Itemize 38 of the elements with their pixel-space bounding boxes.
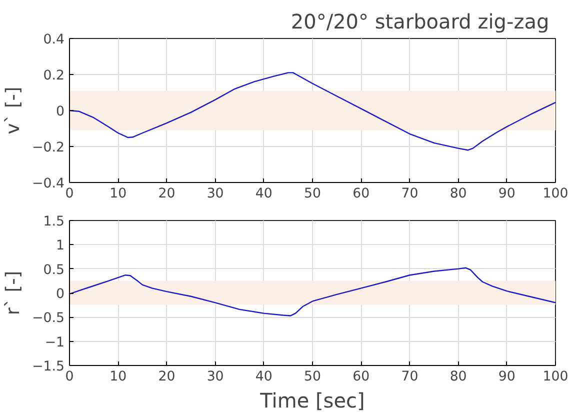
y-tick-label: 1.5 [43,214,65,230]
x-tick-label: 20 [158,186,176,202]
x-tick-label: 20 [158,370,176,384]
chart-title: 20°/20° starboard zig-zag [290,10,550,34]
y-tick-label: 0.2 [43,68,65,84]
y-tick-label: −0.2 [32,140,65,156]
x-axis-title: Time [sec] [259,388,365,412]
y-axis-title: r` [-] [3,270,24,316]
y-tick-label: 0.5 [43,262,65,278]
y-tick-label: 0 [56,287,65,302]
y-tick-label: 0.4 [43,32,65,48]
x-tick-label: 50 [304,370,321,384]
y-tick-label: −0.4 [32,176,65,192]
x-tick-label: 30 [206,186,224,202]
x-tick-label: 50 [304,186,321,202]
x-tick-label: 90 [498,370,516,384]
x-tick-label: 100 [542,186,568,202]
x-tick-label: 10 [110,370,127,384]
x-tick-label: 60 [352,370,370,384]
line-series [70,72,556,151]
y-tick-label: −1 [44,335,65,350]
x-tick-label: 40 [255,186,272,202]
y-tick-label: −0.5 [32,311,65,326]
x-tick-label: 70 [401,370,418,384]
x-tick-label: 80 [450,370,467,384]
x-tick-label: 10 [110,186,127,202]
x-tick-label: 100 [542,370,568,384]
x-tick-label: 60 [352,186,370,202]
y-axis-title: v` [-] [3,86,24,134]
x-tick-label: 40 [255,370,272,384]
y-tick-label: 0 [56,104,65,120]
x-tick-label: 80 [450,186,467,202]
x-tick-label: 30 [206,370,224,384]
x-tick-label: 90 [498,186,516,202]
y-tick-label: 1 [56,238,65,254]
x-tick-label: 70 [401,186,418,202]
line-series [70,267,556,316]
y-tick-label: −1.5 [32,360,65,374]
